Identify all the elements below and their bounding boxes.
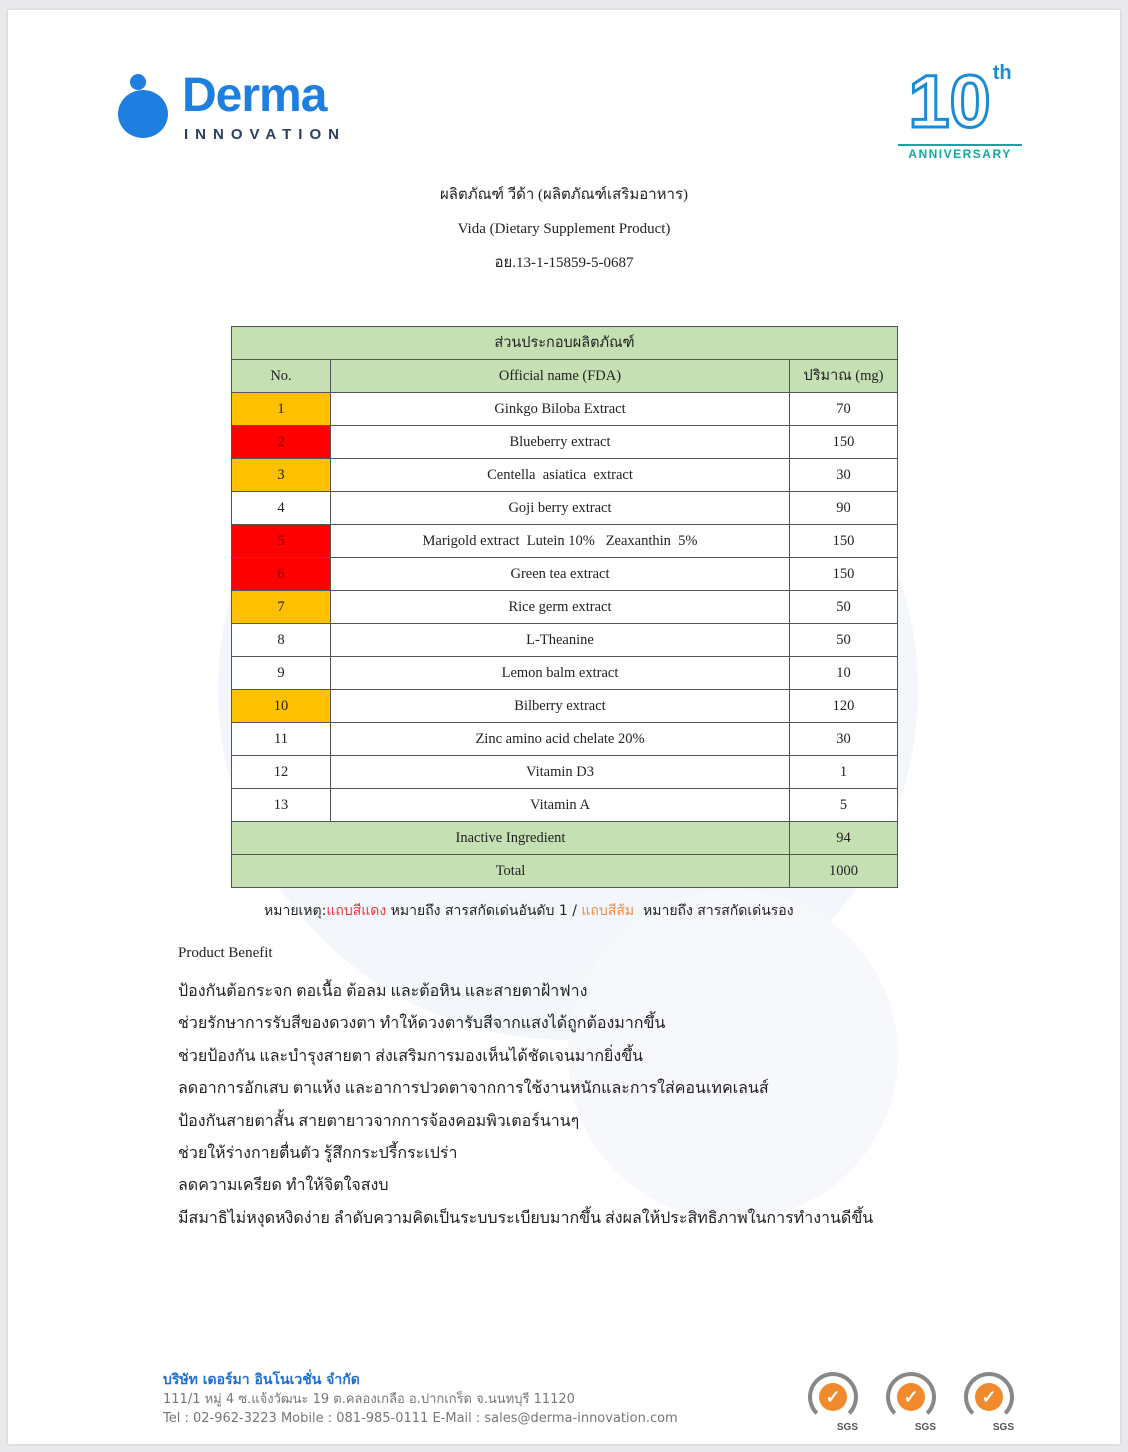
row-name: Vitamin A bbox=[330, 788, 790, 822]
row-name: Goji berry extract bbox=[330, 491, 790, 525]
company-name: บริษัท เดอร์มา อินโนเวชั่น จำกัด bbox=[163, 1372, 360, 1388]
brand-name: Derma bbox=[182, 69, 327, 122]
table-row: 8 L-Theanine 50 bbox=[231, 623, 898, 657]
anniversary-label: ANNIVERSARY bbox=[898, 144, 1022, 162]
col-name: Official name (FDA) bbox=[330, 359, 790, 393]
table-row: 4 Goji berry extract 90 bbox=[231, 491, 898, 525]
row-mg: 120 bbox=[789, 689, 898, 723]
table-row: 11 Zinc amino acid chelate 20% 30 bbox=[231, 722, 898, 756]
benefit-title: Product Benefit bbox=[178, 945, 273, 961]
table-row: 9 Lemon balm extract 10 bbox=[231, 656, 898, 690]
row-mg: 50 bbox=[789, 590, 898, 624]
table-row: 2 Blueberry extract 150 bbox=[231, 425, 898, 459]
col-mg: ปริมาณ (mg) bbox=[789, 359, 898, 393]
registration-number: อย.13-1-15859-5-0687 bbox=[494, 255, 634, 271]
table-row: 12 Vitamin D3 1 bbox=[231, 755, 898, 789]
ingredients-table: ส่วนประกอบผลิตภัณฑ์ No. Official name (F… bbox=[231, 326, 898, 888]
table-row: 3 Centella asiatica extract 30 bbox=[231, 458, 898, 492]
row-no: 5 bbox=[231, 524, 331, 558]
benefit-list: ป้องกันต้อกระจก ตอเนื้อ ต้อลม และต้อหิน … bbox=[178, 976, 873, 1235]
row-name: Vitamin D3 bbox=[330, 755, 790, 789]
note-red-text: หมายถึง สารสกัดเด่นอันดับ 1 / bbox=[386, 903, 582, 919]
row-name: Lemon balm extract bbox=[330, 656, 790, 690]
benefit-item: ลดความเครียด ทำให้จิตใจสงบ bbox=[178, 1177, 389, 1195]
benefit-item: ป้องกันสายตาสั้น สายตายาวจากการจ้องคอมพิ… bbox=[178, 1112, 580, 1130]
table-row: 13 Vitamin A 5 bbox=[231, 788, 898, 822]
benefit-item: ลดอาการอักเสบ ตาแห้ง และอาการปวดตาจากการ… bbox=[178, 1080, 769, 1098]
row-mg: 70 bbox=[789, 392, 898, 426]
row-name: Rice germ extract bbox=[330, 590, 790, 624]
row-mg: 150 bbox=[789, 524, 898, 558]
row-no: 13 bbox=[231, 788, 331, 822]
row-mg: 1 bbox=[789, 755, 898, 789]
row-no: 6 bbox=[231, 557, 331, 591]
company-contact: Tel : 02-962-3223 Mobile : 081-985-0111 … bbox=[163, 1411, 678, 1426]
row-no: 9 bbox=[231, 656, 331, 690]
benefit-item: ช่วยป้องกัน และบำรุงสายตา ส่งเสริมการมอง… bbox=[178, 1047, 644, 1065]
row-mg: 150 bbox=[789, 425, 898, 459]
row-name: Blueberry extract bbox=[330, 425, 790, 459]
inactive-label: Inactive Ingredient bbox=[231, 821, 790, 855]
note-orange-text: หมายถึง สารสกัดเด่นรอง bbox=[634, 903, 794, 919]
table-title: ส่วนประกอบผลิตภัณฑ์ bbox=[231, 326, 898, 360]
watermark bbox=[568, 890, 898, 1220]
row-mg: 30 bbox=[789, 458, 898, 492]
total-label: Total bbox=[231, 854, 790, 888]
footer: บริษัท เดอร์มา อินโนเวชั่น จำกัด 111/1 ห… bbox=[163, 1371, 678, 1428]
certification-badges: ✓ SGS ✓ SGS ✓ SGS bbox=[808, 1372, 1014, 1436]
benefit-item: ช่วยให้ร่างกายตื่นตัว รู้สึกกระปรี้กระเป… bbox=[178, 1145, 458, 1163]
note-prefix: หมายเหตุ: bbox=[264, 903, 327, 919]
row-mg: 150 bbox=[789, 557, 898, 591]
anniversary-suffix: th bbox=[992, 62, 1012, 84]
table-row: 1 Ginkgo Biloba Extract 70 bbox=[231, 392, 898, 426]
table-row: 7 Rice germ extract 50 bbox=[231, 590, 898, 624]
row-mg: 30 bbox=[789, 722, 898, 756]
table-note: หมายเหตุ:แถบสีแดง หมายถึง สารสกัดเด่นอัน… bbox=[264, 902, 794, 920]
company-address: 111/1 หมู่ 4 ซ.แจ้งวัฒนะ 19 ต.คลองเกลือ … bbox=[163, 1392, 575, 1407]
row-no: 7 bbox=[231, 590, 331, 624]
row-mg: 5 bbox=[789, 788, 898, 822]
table-row: 5 Marigold extract Lutein 10% Zeaxanthin… bbox=[231, 524, 898, 558]
note-red-label: แถบสีแดง bbox=[326, 903, 387, 919]
row-no: 11 bbox=[231, 722, 331, 756]
table-row: 10 Bilberry extract 120 bbox=[231, 689, 898, 723]
row-no: 8 bbox=[231, 623, 331, 657]
row-name: Ginkgo Biloba Extract bbox=[330, 392, 790, 426]
row-no: 10 bbox=[231, 689, 331, 723]
row-mg: 50 bbox=[789, 623, 898, 657]
row-no: 12 bbox=[231, 755, 331, 789]
row-mg: 10 bbox=[789, 656, 898, 690]
title-th: ผลิตภัณฑ์ วีด้า (ผลิตภัณฑ์เสริมอาหาร) bbox=[439, 187, 689, 203]
row-mg: 90 bbox=[789, 491, 898, 525]
table-row: 6 Green tea extract 150 bbox=[231, 557, 898, 591]
col-no: No. bbox=[231, 359, 331, 393]
benefit-item: ป้องกันต้อกระจก ตอเนื้อ ต้อลม และต้อหิน … bbox=[178, 983, 588, 1000]
total-mg: 1000 bbox=[789, 854, 898, 888]
row-no: 4 bbox=[231, 491, 331, 525]
row-name: Zinc amino acid chelate 20% bbox=[330, 722, 790, 756]
title-en: Vida (Dietary Supplement Product) bbox=[457, 221, 671, 237]
brand-sub: INNOVATION bbox=[184, 126, 346, 143]
benefit-item: มีสมาธิไม่หงุดหงิดง่าย ลำดับความคิดเป็นร… bbox=[178, 1209, 874, 1227]
sgs-badge-icon: ✓ SGS bbox=[886, 1372, 936, 1436]
row-name: Marigold extract Lutein 10% Zeaxanthin 5… bbox=[330, 524, 790, 558]
sgs-badge-icon: ✓ SGS bbox=[808, 1372, 858, 1436]
row-no: 3 bbox=[231, 458, 331, 492]
row-name: L-Theanine bbox=[330, 623, 790, 657]
row-name: Bilberry extract bbox=[330, 689, 790, 723]
anniversary-number: 10 bbox=[907, 60, 992, 143]
row-no: 2 bbox=[231, 425, 331, 459]
sgs-badge-icon: ✓ SGS bbox=[964, 1372, 1014, 1436]
row-no: 1 bbox=[231, 392, 331, 426]
derma-logo: Derma INNOVATION bbox=[112, 66, 362, 156]
row-name: Centella asiatica extract bbox=[330, 458, 790, 492]
note-orange-label: แถบสีส้ม bbox=[581, 903, 635, 919]
row-name: Green tea extract bbox=[330, 557, 790, 591]
benefit-item: ช่วยรักษาการรับสีของดวงตา ทำให้ดวงตารับส… bbox=[178, 1015, 666, 1033]
inactive-mg: 94 bbox=[789, 821, 898, 855]
